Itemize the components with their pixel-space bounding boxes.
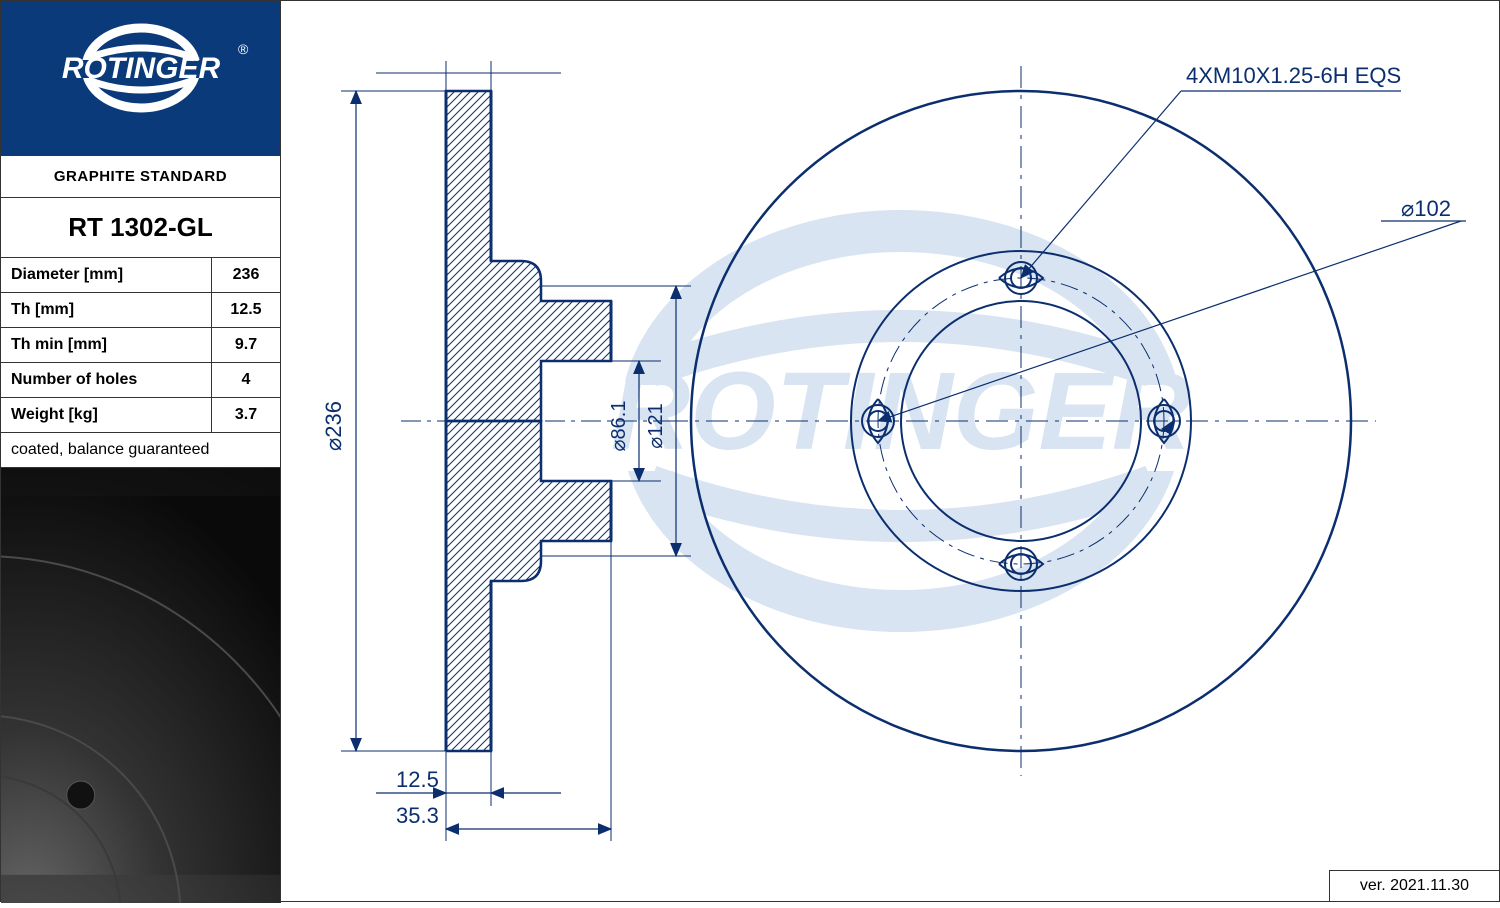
- spec-label: Weight [kg]: [1, 398, 212, 432]
- spec-value: 9.7: [212, 328, 280, 362]
- dim-hub-outer: ⌀121: [645, 403, 667, 448]
- note: coated, balance guaranteed: [1, 433, 280, 468]
- spec-label: Number of holes: [1, 363, 212, 397]
- dim-thickness: 12.5: [396, 767, 439, 792]
- spec-label: Th min [mm]: [1, 328, 212, 362]
- standard-label: GRAPHITE STANDARD: [1, 156, 280, 198]
- brand-text: ROTINGER: [61, 52, 220, 85]
- spec-value: 12.5: [212, 293, 280, 327]
- dim-offset: 35.3: [396, 803, 439, 828]
- dim-pcd: ⌀102: [1401, 196, 1451, 221]
- spec-row-holes: Number of holes 4: [1, 363, 280, 398]
- spec-row-weight: Weight [kg] 3.7: [1, 398, 280, 433]
- svg-text:®: ®: [238, 41, 249, 57]
- spec-value: 3.7: [212, 398, 280, 432]
- rotinger-logo: ROTINGER ®: [26, 18, 256, 138]
- spec-label: Diameter [mm]: [1, 258, 212, 292]
- part-number: RT 1302-GL: [1, 198, 280, 258]
- product-photo: [1, 468, 280, 903]
- brand-logo-box: ROTINGER ®: [1, 1, 280, 156]
- holes-callout: 4XM10X1.25-6H EQS: [1186, 63, 1401, 88]
- spec-row-diameter: Diameter [mm] 236: [1, 258, 280, 293]
- dim-bore: ⌀86.1: [608, 401, 630, 452]
- spec-sidebar: ROTINGER ® GRAPHITE STANDARD RT 1302-GL …: [1, 1, 281, 903]
- spec-row-thmin: Th min [mm] 9.7: [1, 328, 280, 363]
- spec-value: 4: [212, 363, 280, 397]
- spec-row-th: Th [mm] 12.5: [1, 293, 280, 328]
- spec-label: Th [mm]: [1, 293, 212, 327]
- spec-value: 236: [212, 258, 280, 292]
- version-label: ver. 2021.11.30: [1329, 870, 1499, 901]
- dim-outer-dia: ⌀236: [321, 401, 346, 451]
- technical-drawing: ROTINGER ⌀236 ⌀86.1: [281, 1, 1499, 901]
